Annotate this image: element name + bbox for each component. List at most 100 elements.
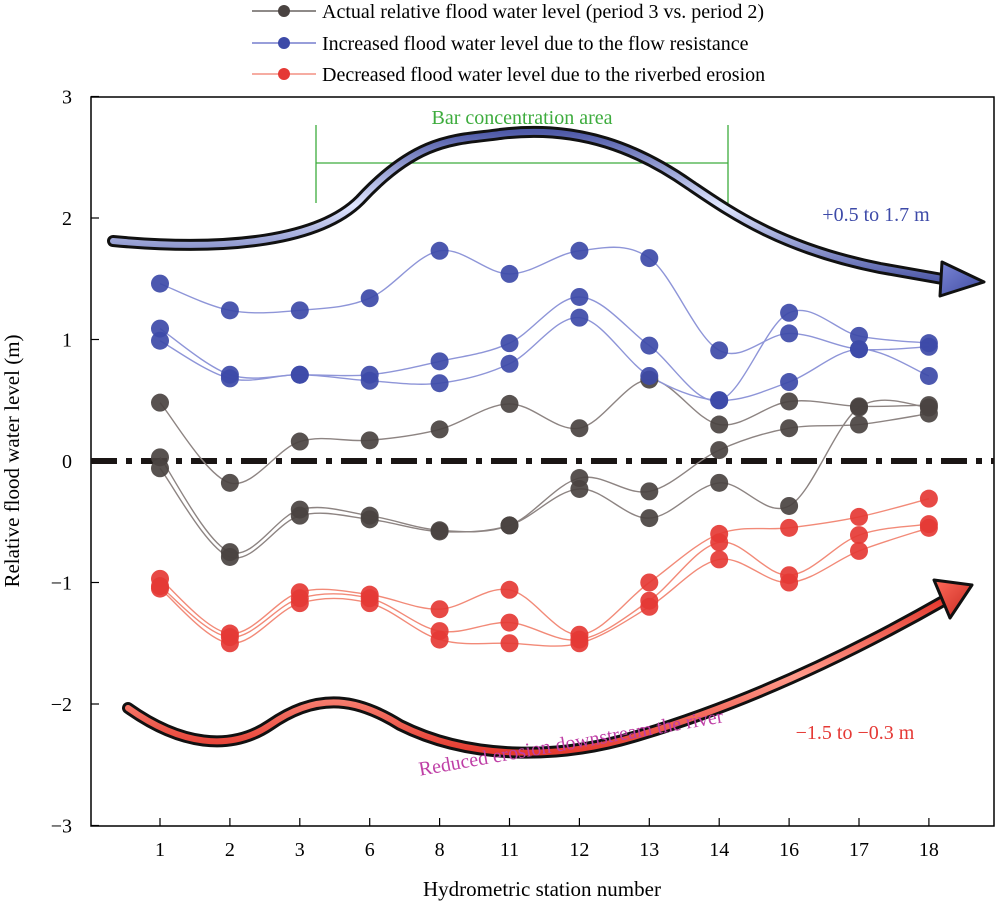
legend-item-actual: Actual relative flood water level (perio…	[252, 1, 764, 23]
data-point-decreased	[850, 541, 868, 560]
y-tick-label: −2	[51, 694, 72, 716]
data-point-actual	[640, 509, 659, 528]
data-point-actual	[780, 419, 799, 438]
data-point-increased	[151, 331, 169, 350]
y-axis: 3 2 1 0 −1 −2 −3	[51, 87, 99, 838]
data-point-actual	[500, 516, 519, 535]
x-tick-label: 13	[639, 839, 659, 861]
data-point-actual	[850, 415, 868, 434]
data-point-actual	[570, 419, 589, 438]
legend: Actual relative flood water level (perio…	[252, 1, 765, 86]
data-point-decreased	[850, 507, 868, 526]
data-point-increased	[430, 241, 449, 260]
data-point-increased	[780, 303, 799, 322]
data-point-decreased	[710, 550, 729, 569]
data-point-actual	[430, 420, 449, 439]
y-tick-label: 0	[62, 451, 72, 473]
data-point-decreased	[780, 573, 799, 592]
data-point-increased	[500, 334, 519, 353]
legend-item-decreased: Decreased flood water level due to the r…	[252, 64, 765, 86]
y-tick-label: −3	[51, 816, 72, 838]
data-point-increased	[430, 374, 449, 393]
series-lines	[159, 246, 930, 647]
data-point-actual	[220, 547, 239, 566]
data-point-actual	[710, 441, 729, 460]
x-tick-label: 17	[849, 839, 869, 861]
data-point-increased	[570, 287, 589, 306]
x-axis: 1 2 3 6 8 11 12 13 14 16 17 18	[155, 818, 939, 861]
data-point-increased	[919, 334, 938, 353]
series-line-decreased	[159, 523, 930, 641]
series-line-decreased	[159, 527, 930, 647]
bar-concentration-label: Bar concentration area	[431, 107, 612, 129]
data-point-increased	[570, 241, 589, 260]
data-point-actual	[780, 392, 799, 411]
data-point-actual	[151, 459, 169, 478]
increase-range-label: +0.5 to 1.7 m	[822, 204, 930, 226]
decrease-range-label: −1.5 to −0.3 m	[796, 722, 915, 744]
x-tick-label: 11	[500, 839, 519, 861]
data-point-decreased	[640, 597, 659, 616]
series-line-actual	[159, 399, 929, 559]
data-point-increased	[780, 324, 799, 343]
y-tick-label: 1	[62, 330, 72, 352]
data-point-actual	[919, 398, 938, 417]
data-point-increased	[710, 391, 729, 410]
data-point-decreased	[919, 489, 938, 508]
x-tick-label: 3	[295, 839, 305, 861]
data-point-actual	[220, 473, 239, 492]
legend-label-increased: Increased flood water level due to the f…	[322, 33, 749, 55]
data-point-decreased	[290, 594, 309, 613]
data-point-decreased	[570, 634, 589, 653]
x-tick-label: 2	[225, 839, 235, 861]
data-point-actual	[500, 394, 519, 413]
data-point-actual	[430, 522, 449, 541]
data-point-actual	[360, 431, 379, 450]
x-tick-label: 18	[919, 839, 939, 861]
x-tick-label: 12	[569, 839, 589, 861]
data-point-increased	[360, 289, 379, 308]
x-tick-label: 14	[709, 839, 729, 861]
data-point-decreased	[500, 580, 519, 599]
x-tick-label: 1	[155, 839, 165, 861]
data-point-increased	[919, 366, 938, 385]
data-point-actual	[151, 393, 169, 412]
series-line-increased	[159, 246, 929, 355]
data-point-increased	[430, 352, 449, 371]
legend-item-increased: Increased flood water level due to the f…	[252, 33, 749, 55]
data-point-decreased	[360, 594, 379, 613]
decrease-trend-arrow	[122, 578, 974, 759]
y-tick-label: 3	[62, 87, 72, 109]
data-point-actual	[570, 479, 589, 498]
data-point-decreased	[850, 526, 868, 545]
y-axis-title: Relative flood water level (m)	[0, 334, 24, 587]
data-point-increased	[290, 301, 309, 320]
data-point-decreased	[780, 518, 799, 537]
data-point-increased	[710, 341, 729, 360]
y-tick-label: −1	[51, 573, 72, 595]
data-point-increased	[220, 369, 239, 388]
y-tick-label: 2	[62, 208, 72, 230]
data-point-actual	[290, 432, 309, 451]
data-point-increased	[500, 264, 519, 283]
data-point-decreased	[500, 613, 519, 632]
data-point-increased	[640, 249, 659, 268]
data-point-increased	[500, 354, 519, 373]
data-point-increased	[360, 371, 379, 390]
data-point-decreased	[151, 579, 169, 598]
series-line-decreased	[159, 498, 930, 636]
x-tick-label: 16	[779, 839, 799, 861]
data-point-actual	[710, 473, 729, 492]
data-point-increased	[220, 301, 239, 320]
data-point-decreased	[430, 630, 449, 649]
data-point-increased	[850, 340, 868, 359]
data-point-actual	[710, 415, 729, 434]
data-point-increased	[570, 308, 589, 327]
x-axis-title: Hydrometric station number	[423, 877, 661, 901]
data-point-actual	[360, 510, 379, 529]
data-point-decreased	[430, 600, 449, 619]
data-point-decreased	[710, 533, 729, 552]
x-tick-label: 6	[365, 839, 375, 861]
legend-label-decreased: Decreased flood water level due to the r…	[322, 64, 765, 86]
